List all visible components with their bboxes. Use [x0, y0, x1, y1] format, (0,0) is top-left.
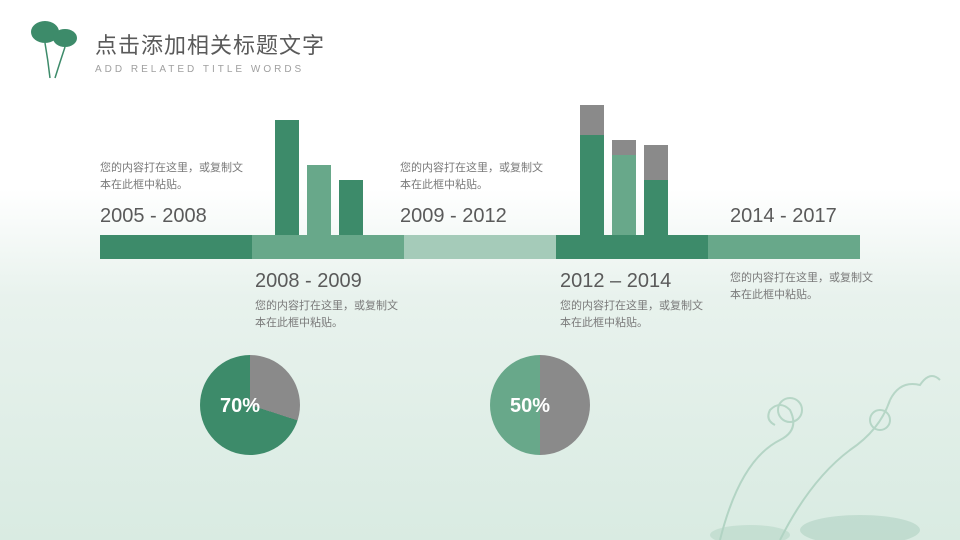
title-block: 点击添加相关标题文字 ADD RELATED TITLE WORDS: [95, 20, 325, 75]
period-label: 2005 - 2008: [100, 205, 207, 228]
period-description: 您的内容打在这里，或复制文本在此框中粘贴。: [255, 298, 405, 331]
period-description: 您的内容打在这里，或复制文本在此框中粘贴。: [400, 160, 550, 193]
period-label: 2012 – 2014: [560, 270, 671, 293]
bar: [644, 145, 668, 235]
timeline-segment: [252, 235, 404, 259]
lotus-leaf-icon: [30, 20, 80, 80]
period-label: 2014 - 2017: [730, 205, 837, 228]
lotus-decoration: [680, 340, 960, 540]
timeline-segment: [556, 235, 708, 259]
timeline-segment: [100, 235, 252, 259]
bar: [339, 180, 363, 235]
pie-percent-label: 70%: [220, 395, 260, 418]
page-title: 点击添加相关标题文字: [95, 28, 325, 60]
bar-chart-group: [275, 120, 363, 235]
header: 点击添加相关标题文字 ADD RELATED TITLE WORDS: [30, 20, 325, 80]
bar-chart-group: [580, 105, 668, 235]
period-description: 您的内容打在这里，或复制文本在此框中粘贴。: [100, 160, 250, 193]
period-label: 2009 - 2012: [400, 205, 507, 228]
bar: [612, 140, 636, 235]
period-description: 您的内容打在这里，或复制文本在此框中粘贴。: [560, 298, 710, 331]
timeline-segment: [404, 235, 556, 259]
page-subtitle: ADD RELATED TITLE WORDS: [95, 64, 325, 75]
timeline-segment: [708, 235, 860, 259]
timeline-bar: [100, 235, 860, 259]
bar: [275, 120, 299, 235]
period-label: 2008 - 2009: [255, 270, 362, 293]
bar: [307, 165, 331, 235]
bar: [580, 105, 604, 235]
pie-percent-label: 50%: [510, 395, 550, 418]
period-description: 您的内容打在这里，或复制文本在此框中粘贴。: [730, 270, 880, 303]
